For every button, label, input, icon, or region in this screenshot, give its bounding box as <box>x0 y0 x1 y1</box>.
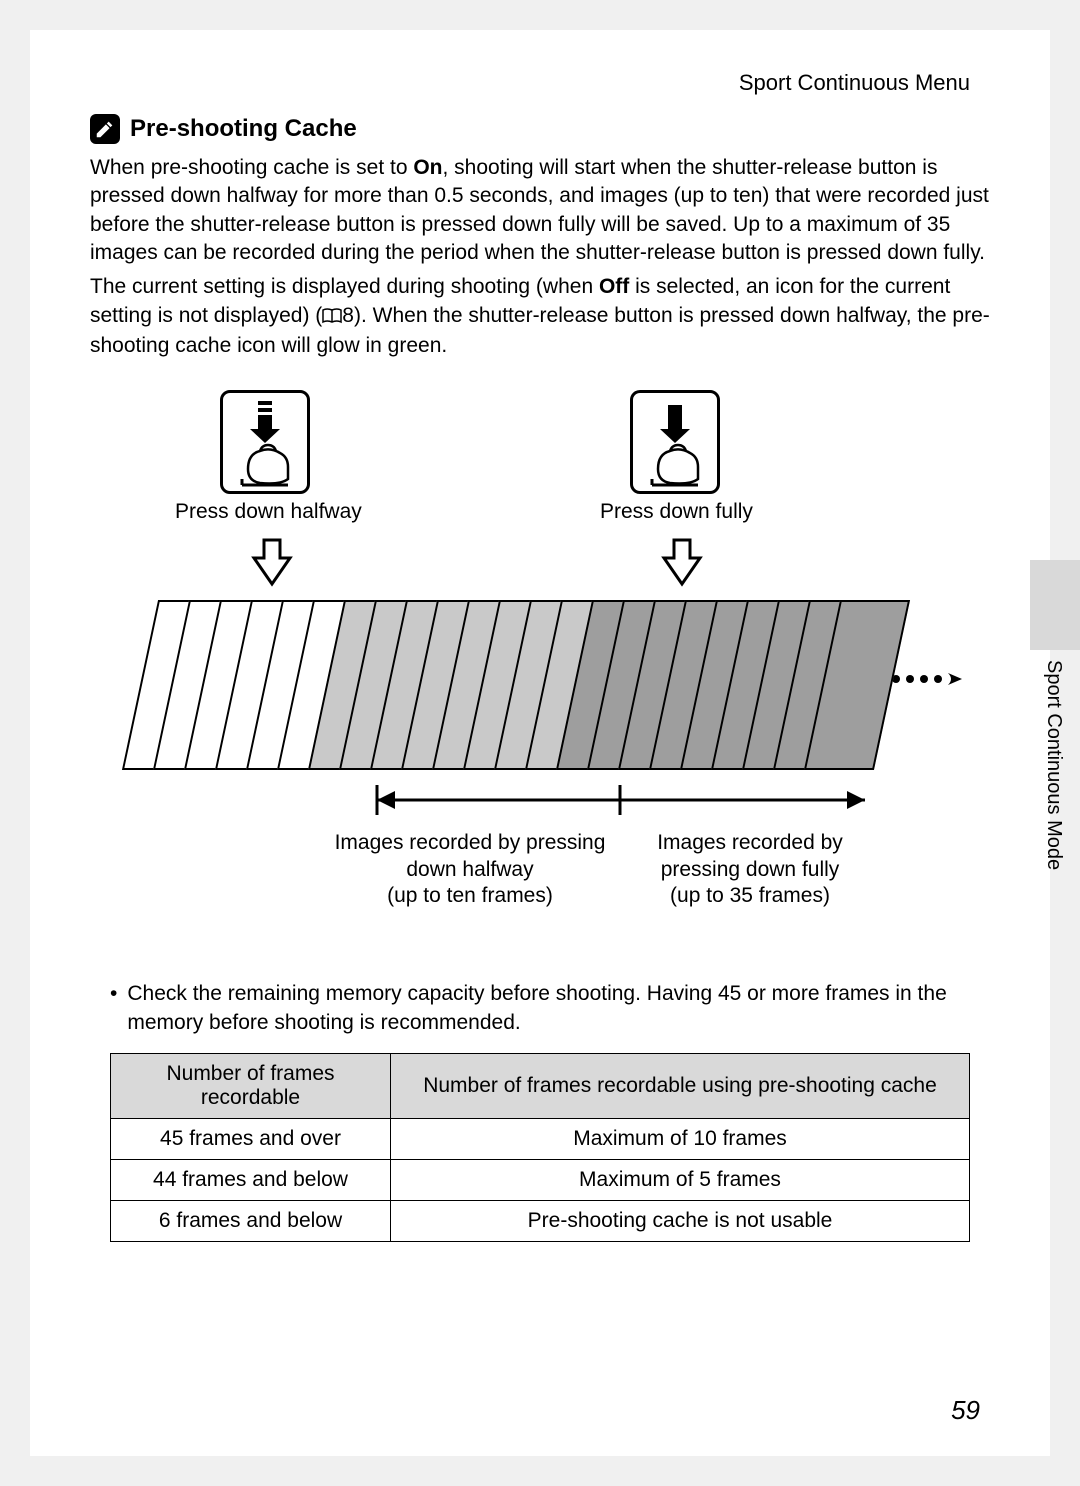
bullet-marker: • <box>110 980 117 1037</box>
table-cell-right: Pre-shooting cache is not usable <box>391 1201 970 1242</box>
press-fully-box <box>630 390 720 494</box>
bracket-arrows <box>375 785 870 835</box>
p2-a: The current setting is displayed during … <box>90 275 599 298</box>
section-title: Pre-shooting Cache <box>130 115 357 143</box>
pencil-icon <box>90 114 120 144</box>
caption-full-1: Images recorded by <box>657 831 843 854</box>
press-fully-label: Press down fully <box>600 500 753 524</box>
press-halfway-label: Press down halfway <box>175 500 362 524</box>
caption-fully: Images recorded by pressing down fully (… <box>630 830 870 909</box>
table-cell-right: Maximum of 10 frames <box>391 1119 970 1160</box>
paragraph-1: When pre-shooting cache is set to On, sh… <box>90 154 990 267</box>
page: Sport Continuous Menu Pre-shooting Cache… <box>30 30 1050 1456</box>
table-cell-left: 44 frames and below <box>111 1160 391 1201</box>
continuation-dots <box>890 668 970 696</box>
p1-on: On <box>413 156 442 179</box>
side-label: Sport Continuous Mode <box>1042 660 1065 870</box>
frame-sequence <box>140 590 940 790</box>
press-halfway-box <box>220 390 310 494</box>
table-header-right: Number of frames recordable using pre-sh… <box>391 1054 970 1119</box>
outline-arrow-half-icon <box>250 538 294 588</box>
caption-full-3: (up to 35 frames) <box>670 884 830 907</box>
table-cell-right: Maximum of 5 frames <box>391 1160 970 1201</box>
diagram: Press down halfway Press down fully <box>140 390 940 950</box>
paragraph-2: The current setting is displayed during … <box>90 273 990 360</box>
table-cell-left: 45 frames and over <box>111 1119 391 1160</box>
table-row: 44 frames and belowMaximum of 5 frames <box>111 1160 970 1201</box>
caption-half-1: Images recorded by pressing <box>335 831 606 854</box>
caption-full-2: pressing down fully <box>661 858 840 881</box>
caption-halfway: Images recorded by pressing down halfway… <box>330 830 610 909</box>
frames-table: Number of frames recordable Number of fr… <box>110 1053 970 1242</box>
bullet-text: Check the remaining memory capacity befo… <box>127 980 970 1037</box>
bullet-note: • Check the remaining memory capacity be… <box>110 980 970 1037</box>
caption-half-2: down halfway <box>406 858 533 881</box>
table-row: 45 frames and overMaximum of 10 frames <box>111 1119 970 1160</box>
table-row: 6 frames and belowPre-shooting cache is … <box>111 1201 970 1242</box>
table-cell-left: 6 frames and below <box>111 1201 391 1242</box>
p1-a: When pre-shooting cache is set to <box>90 156 413 179</box>
page-number: 59 <box>951 1395 980 1426</box>
book-icon <box>322 304 342 332</box>
section-header: Pre-shooting Cache <box>90 114 990 144</box>
header-title: Sport Continuous Menu <box>90 70 990 96</box>
caption-half-3: (up to ten frames) <box>387 884 553 907</box>
side-tab <box>1030 560 1080 650</box>
p2-off: Off <box>599 275 629 298</box>
table-header-left: Number of frames recordable <box>111 1054 391 1119</box>
outline-arrow-full-icon <box>660 538 704 588</box>
p2-ref: 8 <box>342 304 354 327</box>
